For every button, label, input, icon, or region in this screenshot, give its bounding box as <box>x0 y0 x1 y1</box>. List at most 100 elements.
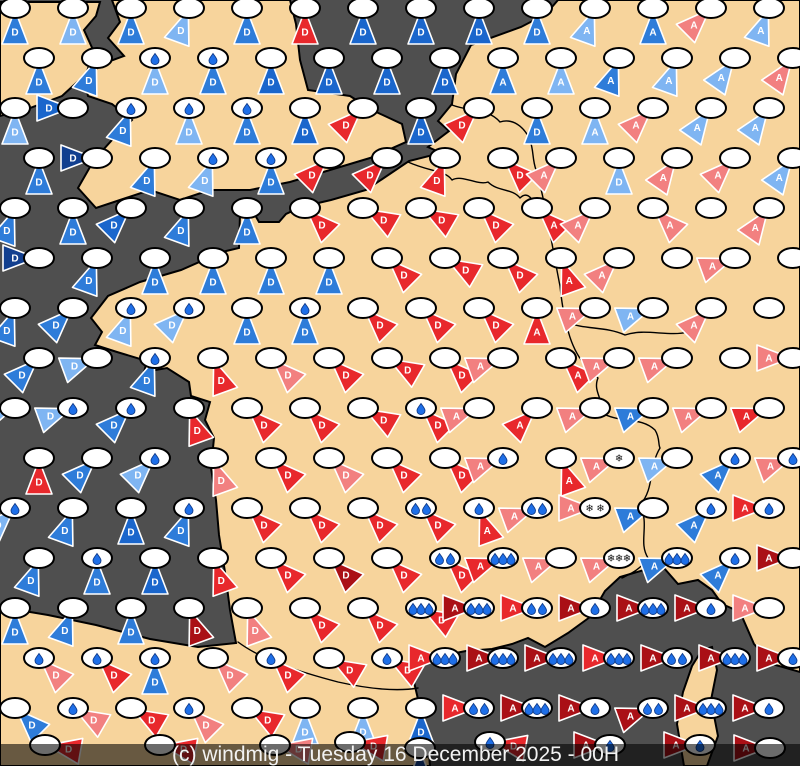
fan-letter: A <box>714 170 721 181</box>
station-symbol: D <box>3 347 55 394</box>
fan-letter: D <box>76 470 83 481</box>
cloud-icon <box>347 697 379 719</box>
wind-fan-icon <box>640 644 676 672</box>
fan-letter: D <box>218 476 225 487</box>
station-symbol: D <box>105 297 147 348</box>
cloud-icon <box>695 97 727 119</box>
cloud-icon <box>661 47 693 69</box>
station-symbol: D <box>197 447 239 498</box>
fan-letter: A <box>714 570 721 581</box>
station-symbol: A <box>732 494 785 522</box>
rain-drop-icon <box>788 452 798 465</box>
station-symbol: D <box>119 447 171 494</box>
station-symbol: D <box>255 447 307 494</box>
wind-fan-icon <box>674 694 710 722</box>
fan-letter: D <box>218 576 225 587</box>
fan-letter: A <box>752 223 759 234</box>
fan-letter: D <box>85 76 92 87</box>
cloud-icon <box>429 347 461 369</box>
cloud-icon <box>57 597 89 619</box>
fan-letter: D <box>201 176 208 187</box>
cloud-icon <box>115 197 147 219</box>
wind-fan-icon <box>593 59 620 98</box>
cloud-icon <box>603 547 635 569</box>
cloud-icon <box>487 347 519 369</box>
cloud-icon <box>521 497 553 519</box>
wind-fan-icon <box>501 408 537 444</box>
fan-letter: A <box>593 462 600 473</box>
cloud-icon <box>371 47 403 69</box>
fan-letter: D <box>177 26 184 37</box>
station-symbol: D <box>289 497 341 544</box>
station-symbol: A <box>699 147 751 194</box>
cloud-icon <box>347 397 379 419</box>
fan-letter: A <box>660 173 667 184</box>
cloud-icon <box>719 147 751 169</box>
fan-letter: A <box>765 554 772 565</box>
cloud-icon <box>81 247 113 269</box>
wind-fan-icon <box>233 109 261 145</box>
rain-drop-icon <box>527 602 536 615</box>
wind-fan-icon <box>117 509 145 545</box>
cloud-icon <box>777 347 800 369</box>
fan-letter: D <box>151 578 158 589</box>
station-symbol: D <box>327 97 379 144</box>
station-symbol: A <box>500 594 553 622</box>
wind-fan-icon <box>699 458 735 494</box>
station-symbol: D <box>139 247 171 295</box>
fan-letter: D <box>433 176 440 187</box>
rain-drop-icon <box>548 652 558 665</box>
rain-drop-icon <box>614 652 624 665</box>
cloud-icon <box>139 247 171 269</box>
cloud-icon <box>661 447 693 469</box>
wind-fan-icon <box>431 59 459 95</box>
wind-fan-icon <box>189 708 225 744</box>
fan-letter: D <box>260 420 267 431</box>
wind-fan-icon <box>756 644 792 672</box>
wind-fan-icon <box>479 208 515 244</box>
station-symbol: D <box>57 697 112 739</box>
station-symbol: D <box>81 647 133 694</box>
wind-fan-icon <box>39 658 75 694</box>
station-symbol: A <box>545 247 587 298</box>
station-symbol: D <box>231 197 263 245</box>
station-symbol: D <box>163 497 205 548</box>
fan-letter: D <box>209 278 216 289</box>
fan-letter: D <box>35 478 42 489</box>
station-symbol: D <box>521 97 553 145</box>
fan-letter: A <box>567 504 574 515</box>
fan-letter: D <box>85 276 92 287</box>
fan-letter: D <box>533 28 540 39</box>
rain-drop-icon <box>788 652 798 665</box>
wind-fan-icon <box>305 508 341 544</box>
rain-drop-icon <box>706 602 716 615</box>
cloud-icon <box>487 147 519 169</box>
fan-letter: A <box>709 262 716 273</box>
station-symbol: D <box>347 197 402 239</box>
station-symbol: D <box>231 497 283 544</box>
station-symbol <box>661 247 693 269</box>
cloud-icon <box>637 397 669 419</box>
rain-drop-icon <box>150 452 160 465</box>
fan-letter: A <box>776 173 783 184</box>
wind-fan-icon <box>25 59 53 95</box>
cloud-icon <box>197 247 229 269</box>
snowflake-icon: ❄ <box>585 504 593 515</box>
cloud-icon <box>719 347 751 369</box>
station-symbol: D <box>371 247 423 294</box>
cloud-icon <box>545 247 577 269</box>
fan-letter: D <box>0 520 2 531</box>
fan-letter: D <box>18 370 25 381</box>
fan-letter: D <box>93 578 100 589</box>
wind-fan-icon <box>212 459 239 498</box>
wind-fan-icon <box>305 408 341 444</box>
wind-fan-icon <box>421 508 457 544</box>
cloud-icon <box>637 697 669 719</box>
cloud-icon <box>753 397 785 419</box>
fan-letter: A <box>651 562 658 573</box>
rain-drop-icon <box>656 602 666 615</box>
station-symbol: D <box>139 547 171 595</box>
rain-drop-icon <box>490 652 500 665</box>
station-symbol: D <box>36 94 89 122</box>
cloud-icon <box>603 147 635 169</box>
